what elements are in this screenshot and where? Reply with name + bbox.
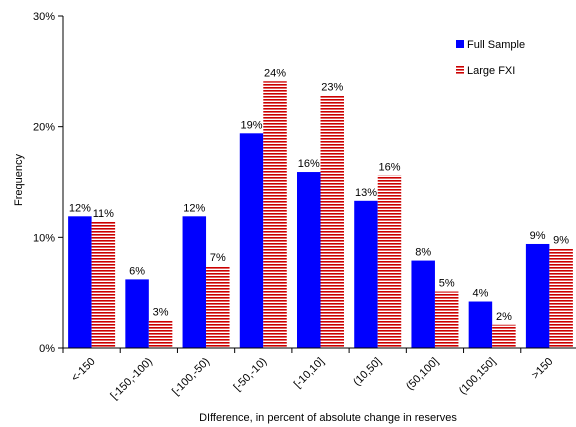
bar-value-label: 7% (210, 252, 226, 264)
legend-swatch-large-fxi (456, 66, 464, 74)
bar-full-sample (297, 172, 321, 348)
bar-labels-group: 12% 11%6%3%12%7%19%24%16%23%13%16%8%5%4%2… (69, 67, 569, 322)
bar-value-label: 19% (241, 119, 263, 131)
legend: Full Sample Large FXI (456, 39, 525, 77)
bar-value-label: 9% (553, 234, 569, 246)
bar-value-label: 9% (530, 230, 546, 242)
bar-full-sample (239, 133, 264, 348)
y-axis-label: Frequency (13, 154, 25, 206)
bar-value-label: 4% (472, 288, 488, 300)
y-tick-label: 30% (33, 11, 55, 23)
bar-full-sample (411, 260, 435, 348)
bar-full-sample (68, 216, 92, 348)
bar-value-label: 24% (264, 67, 286, 79)
x-tick-label: [-50,-10) (232, 356, 270, 394)
bar-value-label: 3% (153, 306, 169, 318)
x-tick-label: (50,100] (404, 356, 441, 393)
x-axis-tick-labels: <-150 [-150,-100) [-100,-50) [-50,-10) [-10,… (69, 356, 555, 403)
bar-full-sample (468, 301, 493, 348)
bar-value-label: 12% (69, 202, 91, 214)
y-tick-label: 20% (33, 122, 55, 134)
bar-value-label: 2% (496, 311, 512, 323)
bar-large-fxi (206, 266, 230, 348)
x-tick-label: >150 (530, 356, 556, 382)
bars-group (62, 81, 573, 353)
bar-large-fxi (320, 95, 344, 349)
bar-value-label: 16% (298, 158, 320, 170)
bar-large-fxi (91, 221, 116, 348)
bar-full-sample (125, 279, 149, 348)
bar-full-sample (525, 243, 550, 348)
bar-full-sample (354, 200, 378, 348)
x-tick-label: (10,50] (351, 356, 384, 389)
bar-large-fxi (549, 248, 573, 348)
bar-large-fxi (492, 324, 516, 348)
bar-value-label: 13% (355, 187, 377, 199)
x-tick-label: [-10,10] (292, 356, 327, 391)
y-tick-label: 0% (39, 343, 55, 355)
bar-value-label: 12% (183, 202, 205, 214)
legend-label-full-sample: Full Sample (467, 39, 525, 51)
bar-value-label: 23% (321, 82, 343, 94)
x-axis-label: DIfference, in percent of absolute chang… (199, 412, 457, 424)
x-tick-label: [-150,-100) (108, 356, 155, 403)
bar-value-label: 16% (378, 161, 400, 173)
legend-label-large-fxi: Large FXI (467, 65, 515, 77)
bar-value-label: 5% (439, 278, 455, 290)
bar-large-fxi (377, 175, 402, 348)
y-tick-label: 10% (33, 232, 55, 244)
x-tick-label: (100,150] (457, 356, 498, 397)
x-tick-label: [-100,-50) (170, 356, 212, 398)
bar-large-fxi (263, 81, 287, 348)
y-axis-ticks: 0% 10% 20% 30% (33, 11, 63, 355)
bar-large-fxi (434, 291, 459, 348)
bar-large-fxi (148, 320, 173, 348)
legend-swatch-full-sample (456, 40, 464, 48)
x-tick-label: <-150 (69, 356, 98, 385)
bar-value-label: 11% (93, 208, 114, 220)
bar-value-label: 6% (129, 265, 145, 277)
bar-full-sample (182, 216, 207, 348)
bar-value-label: 8% (415, 247, 431, 259)
